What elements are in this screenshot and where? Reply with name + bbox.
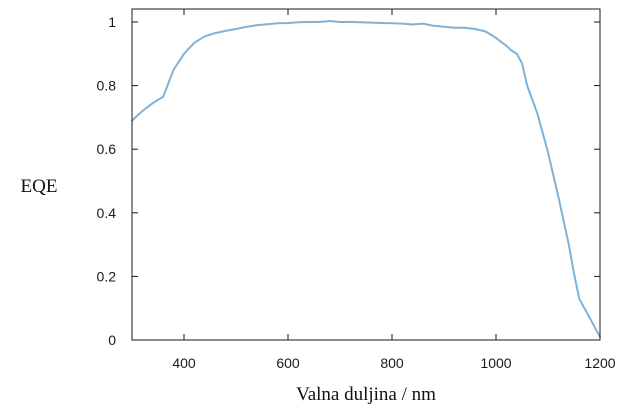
x-tick-label: 600 (276, 355, 300, 371)
x-axis-label: Valna duljina / nm (296, 384, 436, 405)
x-tick-label: 1200 (584, 355, 615, 371)
y-tick-label: 0.4 (97, 205, 117, 221)
tick-layer: 400 600 800 1000 1200 0 0.2 0.4 0.6 0.8 1 (97, 9, 616, 371)
x-tick-label: 400 (172, 355, 196, 371)
y-tick-label: 0.2 (97, 268, 117, 284)
x-tick-label: 1000 (480, 355, 511, 371)
eqe-series-line (131, 20, 601, 338)
plot-frame (131, 8, 601, 341)
x-tick-label: 800 (380, 355, 404, 371)
y-axis-label: EQE (21, 176, 58, 197)
series-layer (131, 20, 601, 338)
y-tick-label: 1 (108, 14, 116, 30)
y-tick-label: 0.8 (97, 78, 117, 94)
y-tick-label: 0 (108, 332, 116, 348)
y-tick-label: 0.6 (97, 141, 117, 157)
